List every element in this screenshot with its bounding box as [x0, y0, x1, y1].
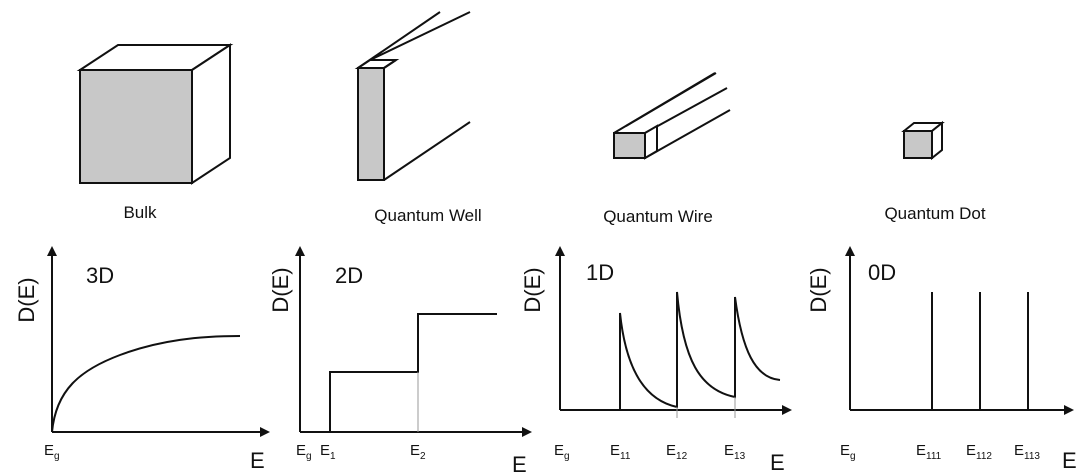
tick-main: E: [666, 442, 676, 459]
tick-sub: 112: [976, 451, 992, 462]
y-axis-label: D(E): [806, 267, 831, 312]
tick-main: E: [966, 442, 976, 459]
tick-sub: 1: [330, 451, 336, 462]
dimension-label: 2D: [335, 263, 363, 288]
figure: Bulk Quantum Well Quantum Wire Quantum D…: [0, 0, 1086, 472]
dimension-label: 3D: [86, 263, 114, 288]
tick-label: E1: [320, 442, 336, 462]
graph-3d: [52, 248, 268, 432]
tick-sub: 12: [676, 451, 688, 462]
tick-main: E: [916, 442, 926, 459]
dimension-label: 1D: [586, 260, 614, 285]
tick-main: E: [724, 442, 734, 459]
tick-sub: g: [850, 451, 856, 462]
tick-label: E112: [966, 442, 992, 462]
tick-label: E13: [724, 442, 746, 462]
tick-label: Eg: [44, 442, 60, 462]
tick-main: E: [296, 442, 306, 459]
tick-label: E12: [666, 442, 688, 462]
tick-sub: 113: [1024, 451, 1040, 462]
tick-sub: 13: [734, 451, 746, 462]
tick-sub: g: [306, 451, 312, 462]
tick-sub: 111: [926, 451, 942, 462]
bulk-cube: [80, 45, 230, 183]
tick-main: E: [840, 442, 850, 459]
tick-sub: 11: [620, 451, 631, 462]
panel-label: Bulk: [123, 203, 157, 222]
tick-sub: 2: [420, 451, 426, 462]
x-axis-label: E: [512, 452, 527, 472]
y-axis-label: D(E): [14, 277, 39, 322]
tick-label: Eg: [296, 442, 312, 462]
tick-sub: g: [54, 451, 60, 462]
panel-label: Quantum Dot: [884, 204, 985, 223]
panel-label: Quantum Well: [374, 206, 481, 225]
panel-label: Quantum Wire: [603, 207, 713, 226]
tick-label: Eg: [840, 442, 856, 462]
tick-label: E2: [410, 442, 426, 462]
tick-main: E: [410, 442, 420, 459]
x-axis-label: E: [250, 448, 265, 472]
tick-main: E: [1014, 442, 1024, 459]
tick-main: E: [554, 442, 564, 459]
tick-main: E: [610, 442, 620, 459]
x-axis-label: E: [770, 450, 785, 472]
tick-label: Eg: [554, 442, 570, 462]
dot-cube: [904, 123, 942, 158]
tick-main: E: [44, 442, 54, 459]
tick-label: E113: [1014, 442, 1040, 462]
y-axis-label: D(E): [268, 267, 293, 312]
wire: [614, 73, 730, 158]
tick-label: E111: [916, 442, 942, 462]
dimension-label: 0D: [868, 260, 896, 285]
well-slab: [358, 12, 470, 180]
tick-main: E: [320, 442, 330, 459]
y-axis-label: D(E): [520, 267, 545, 312]
x-axis-label: E: [1062, 448, 1077, 472]
tick-sub: g: [564, 451, 570, 462]
tick-label: E11: [610, 442, 631, 462]
